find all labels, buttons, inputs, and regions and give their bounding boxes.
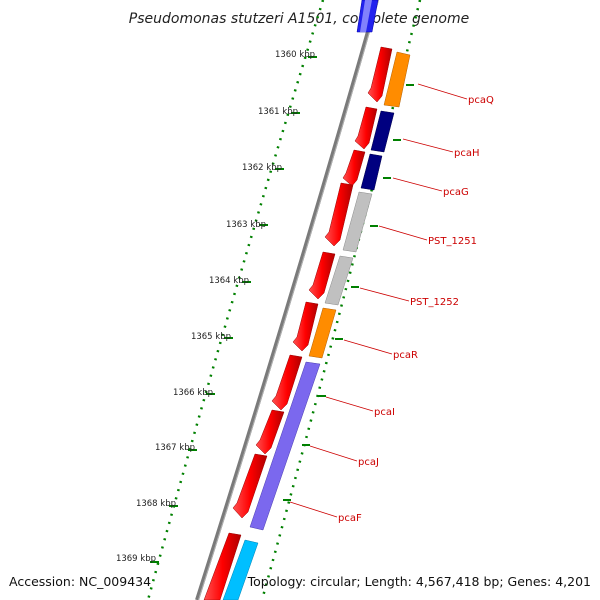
gene-label-pcaR: pcaR [393,350,418,361]
connector-PST_1251 [378,225,428,241]
cds-arrow[interactable] [292,301,319,352]
topology-text: Topology: circular; Length: 4,567,418 bp… [247,574,591,589]
gene-label-PST_1251: PST_1251 [428,236,477,247]
gene-label-pcaI: pcaI [374,407,395,418]
cds-arrow[interactable] [203,532,242,600]
gene-label-pcaQ: pcaQ [468,95,494,106]
tick-label-1365: 1365 kbp [191,332,231,342]
cds-arrow[interactable] [308,251,336,300]
connector-pcaJ [309,445,358,462]
gene-label-pcaH: pcaH [454,148,480,159]
label-connectors [289,83,468,518]
tick-label-1360: 1360 kbp [275,50,315,60]
tick-label-1367: 1367 kbp [155,443,195,453]
tick-label-1364: 1364 kbp [209,276,249,286]
gene-label-PST_1252: PST_1252 [410,297,459,308]
accession-text: Accession: NC_009434 [9,574,151,589]
gene-pcaG[interactable] [360,153,383,191]
cds-arrow[interactable] [342,149,366,187]
outer-tick-track [146,0,325,600]
reverse-cds-lane [222,51,411,600]
gene-pcaR[interactable] [308,307,337,359]
tick-label-1369: 1369 kbp [116,554,156,564]
gene-pcaQ[interactable] [383,51,411,108]
cds-arrow[interactable] [232,453,268,519]
gene-top-partial-highlight [360,0,372,32]
major-ticks [150,56,317,563]
gene-pcaH[interactable] [370,110,395,153]
gene-pcaI-J-F-block[interactable] [249,361,321,531]
inner-ticks [283,84,414,501]
genome-backbone [195,0,379,600]
connector-pcaR [343,339,393,355]
gene-label-pcaF: pcaF [338,513,362,524]
gene-PST_1251[interactable] [342,191,373,253]
cds-arrow[interactable] [354,106,378,150]
gene-label-pcaJ: pcaJ [358,457,379,468]
forward-cds-lane [203,46,393,600]
connector-pcaG [392,177,443,192]
connector-pcaF [289,501,338,518]
connector-pcaQ [417,83,468,100]
tick-label-1366: 1366 kbp [173,388,213,398]
tick-label-1362: 1362 kbp [242,163,282,173]
tick-label-1363: 1363 kbp [226,220,266,230]
cds-arrow[interactable] [367,46,393,103]
gene-PST_1252[interactable] [324,255,354,306]
gene-label-pcaG: pcaG [443,187,469,198]
tick-label-1368: 1368 kbp [136,499,176,509]
connector-PST_1252 [359,287,410,302]
connector-pcaI [325,396,374,412]
cds-arrow[interactable] [324,182,354,247]
gene-bottom-cyan[interactable] [222,539,259,600]
connector-pcaH [402,138,454,153]
tick-label-1361: 1361 kbp [258,107,298,117]
cds-arrow[interactable] [255,409,285,455]
map-title: Pseudomonas stutzeri A1501, complete gen… [129,11,469,27]
genome-backbone-highlight [198,0,379,600]
cds-arrow[interactable] [271,354,303,411]
